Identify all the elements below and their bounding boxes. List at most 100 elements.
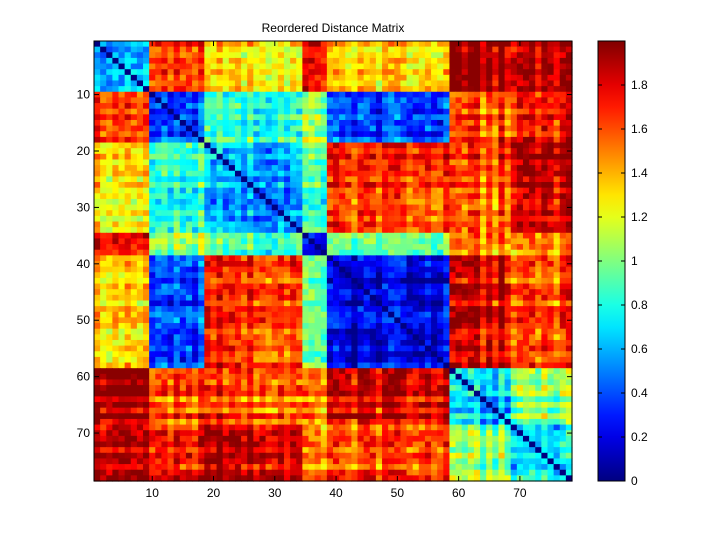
heatmap-cell <box>216 249 224 256</box>
heatmap-cell <box>461 300 469 307</box>
heatmap-cell <box>130 57 138 65</box>
heatmap-cell <box>100 368 107 375</box>
heatmap-cell <box>283 210 291 217</box>
heatmap-cell <box>522 193 530 200</box>
heatmap-cell <box>253 108 261 115</box>
heatmap-cell <box>112 119 120 127</box>
heatmap-cell <box>388 300 395 307</box>
heatmap-cell <box>412 187 420 194</box>
heatmap-cell <box>271 97 279 104</box>
heatmap-cell <box>112 356 120 364</box>
heatmap-cell <box>431 283 438 290</box>
heatmap-cell <box>333 339 340 347</box>
heatmap-cell <box>320 283 328 290</box>
heatmap-cell <box>529 91 536 99</box>
heatmap-cell <box>149 103 156 110</box>
heatmap-cell <box>516 97 524 104</box>
heatmap-cell <box>424 306 432 313</box>
heatmap-cell <box>406 283 414 290</box>
heatmap-cell <box>504 86 512 93</box>
heatmap-cell <box>277 255 285 262</box>
heatmap-cell <box>314 238 322 245</box>
heatmap-cell <box>369 232 377 240</box>
heatmap-cell <box>143 244 150 251</box>
heatmap-cell <box>510 373 518 381</box>
heatmap-cell <box>283 306 291 313</box>
heatmap-cell <box>504 294 512 302</box>
heatmap-cell <box>308 396 316 403</box>
heatmap-cell <box>522 244 530 251</box>
heatmap-cell <box>400 289 408 296</box>
heatmap-cell <box>118 266 126 273</box>
heatmap-cell <box>412 227 420 234</box>
heatmap-cell <box>222 362 230 369</box>
heatmap-cell <box>124 289 132 296</box>
heatmap-cell <box>535 390 542 397</box>
heatmap-cell <box>406 97 414 104</box>
heatmap-cell <box>547 227 555 234</box>
heatmap-cell <box>216 238 224 245</box>
heatmap-cell <box>363 345 371 352</box>
heatmap-cell <box>253 215 261 223</box>
heatmap-cell <box>192 390 199 397</box>
heatmap-cell <box>516 311 524 319</box>
heatmap-cell <box>424 368 432 375</box>
heatmap-cell <box>302 91 310 99</box>
heatmap-cell <box>565 46 573 53</box>
heatmap-cell <box>498 300 506 307</box>
heatmap-cell <box>136 148 144 155</box>
heatmap-cell <box>155 221 163 228</box>
heatmap-cell <box>382 193 389 200</box>
heatmap-cell <box>406 86 414 93</box>
heatmap-cell <box>100 306 107 313</box>
heatmap-cell <box>216 210 224 217</box>
heatmap-cell <box>130 74 138 82</box>
heatmap-cell <box>382 187 389 194</box>
heatmap-cell <box>216 136 224 144</box>
heatmap-cell <box>516 176 524 183</box>
heatmap-cell <box>198 221 205 228</box>
heatmap-cell <box>486 119 493 127</box>
heatmap-cell <box>449 266 457 273</box>
heatmap-cell <box>375 114 383 121</box>
heatmap-cell <box>541 345 549 352</box>
heatmap-cell <box>345 125 352 132</box>
heatmap-cell <box>216 300 224 307</box>
heatmap-cell <box>437 261 444 268</box>
heatmap-cell <box>529 356 536 364</box>
heatmap-cell <box>406 232 414 240</box>
heatmap-cell <box>443 103 451 110</box>
heatmap-cell <box>461 176 469 183</box>
heatmap-cell <box>375 345 383 352</box>
heatmap-cell <box>547 249 555 256</box>
heatmap-cell <box>167 86 175 93</box>
heatmap-cell <box>130 339 138 347</box>
heatmap-cell <box>296 249 303 256</box>
heatmap-cell <box>559 249 567 256</box>
heatmap-cell <box>547 339 555 347</box>
heatmap-cell <box>369 362 377 369</box>
heatmap-cell <box>394 57 402 65</box>
heatmap-cell <box>504 249 512 256</box>
heatmap-cell <box>192 204 199 211</box>
heatmap-cell <box>326 69 334 76</box>
heatmap-cell <box>314 187 322 194</box>
heatmap-cell <box>351 232 359 240</box>
heatmap-cell <box>504 176 512 183</box>
heatmap-cell <box>179 255 187 262</box>
heatmap-cell <box>265 215 273 223</box>
heatmap-cell <box>363 46 371 53</box>
heatmap-cell <box>234 283 242 290</box>
heatmap-cell <box>504 261 512 268</box>
heatmap-cell <box>216 57 224 65</box>
heatmap-cell <box>94 385 101 392</box>
heatmap-cell <box>167 142 175 149</box>
heatmap-cell <box>553 390 561 397</box>
heatmap-cell <box>412 238 420 245</box>
heatmap-cell <box>461 396 469 403</box>
heatmap-cell <box>179 356 187 364</box>
heatmap-cell <box>443 131 451 138</box>
heatmap-cell <box>308 114 316 121</box>
heatmap-cell <box>375 187 383 194</box>
heatmap-cell <box>302 345 310 352</box>
